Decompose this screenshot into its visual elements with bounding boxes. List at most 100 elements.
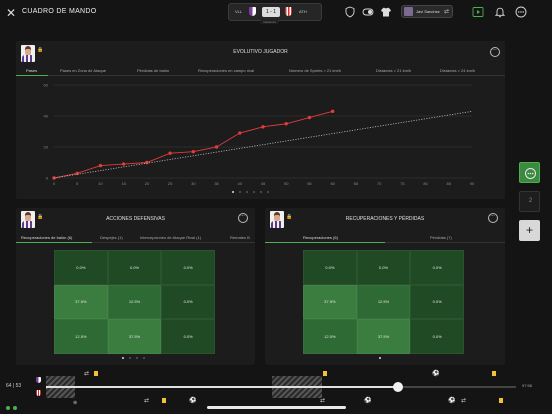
x-tick-label: 10 [98, 181, 103, 186]
tab-active-indicator [16, 75, 48, 76]
player-avatar [270, 211, 284, 228]
shirt-icon[interactable] [380, 6, 392, 18]
pager-dot[interactable] [232, 191, 234, 193]
switch-icon: ⇄ [444, 9, 450, 15]
tab-recuperaciones-rival[interactable]: Recuperaciones en campo rival [198, 68, 255, 73]
timeline-scrubber[interactable] [393, 382, 403, 392]
tab-perdidas[interactable]: Pérdidas (7) [430, 235, 452, 240]
more-options-icon [525, 168, 536, 179]
yellow-card-icon [162, 398, 166, 403]
tab-perdidas[interactable]: Pérdidas de balón [137, 68, 170, 73]
rail-active-button[interactable] [519, 162, 540, 183]
yellow-card-icon [323, 371, 327, 376]
tab-sprints[interactable]: Número de Sprints > 21 km/h [289, 68, 342, 73]
data-point [238, 131, 242, 135]
toggle-icon[interactable] [362, 6, 374, 18]
y-tick-label: 60 [44, 83, 49, 88]
tab-pases-zona-ataque[interactable]: Pases en Zona de Ataque [60, 68, 107, 73]
data-point [168, 151, 172, 155]
x-tick-label: 25 [168, 181, 173, 186]
more-options-icon[interactable] [238, 213, 248, 223]
play-video-icon[interactable] [472, 6, 484, 18]
pager-dot[interactable] [143, 357, 145, 359]
x-tick-label: 60 [330, 181, 335, 186]
heatmap-cell: 37.5% [54, 284, 108, 320]
pager-dot[interactable] [379, 357, 381, 359]
pager-dot[interactable] [136, 357, 138, 359]
data-point [261, 125, 265, 129]
shield-icon[interactable] [344, 6, 356, 18]
x-tick-label: 20 [145, 181, 150, 186]
more-options-icon[interactable] [490, 47, 500, 57]
acciones-title: ACCIONES DEFENSIVAS [106, 216, 165, 222]
heatmap-cell: 0.0% [161, 319, 215, 354]
recuperaciones-tabs: Recuperaciones (6) Pérdidas (7) [265, 235, 505, 244]
x-tick-label: 80 [423, 181, 428, 186]
x-tick-label: 85 [447, 181, 452, 186]
rail-add-button[interactable]: + [519, 220, 540, 241]
heatmap-cell: 0.0% [303, 250, 357, 285]
timeline-current-time: 64 | 53 [6, 383, 22, 389]
more-options-icon[interactable] [488, 213, 498, 223]
recuperaciones-title: RECUPERACIONES Y PÉRDIDAS [345, 216, 425, 222]
tab-intercepciones[interactable]: Intercepciones de Ataque Rival (1) [140, 235, 202, 240]
heatmap-cell: 0.0% [410, 319, 464, 354]
evolutivo-tabs: Pases Pases en Zona de Ataque Pérdidas d… [16, 68, 505, 77]
lock-icon: 🔒 [37, 47, 44, 53]
match-timeline: 64 | 53 97:58 ⇄ ⇄ ⇄ ⇄ ⚽ ⚽ ⚽ ⚽ ⊕ [0, 368, 552, 414]
data-point [191, 149, 196, 154]
ball-icon: ⚽ [189, 398, 197, 404]
tab-distancia-21[interactable]: Distancia > 21 km/h [376, 68, 412, 73]
x-tick-label: 15 [121, 181, 126, 186]
data-point [307, 115, 312, 120]
series-line [53, 110, 333, 179]
more-options-icon[interactable] [515, 6, 527, 18]
user-selector[interactable]: Javi Sanchez ⇄ [401, 5, 453, 18]
y-tick-label: 0 [46, 176, 49, 181]
x-tick-label: 90 [470, 181, 475, 186]
x-tick-label: 30 [191, 181, 196, 186]
pager-dot[interactable] [122, 357, 124, 359]
pager-dot[interactable] [129, 357, 131, 359]
pager-dot[interactable] [267, 191, 269, 193]
heatmap-grid: 0.0% 0.0% 0.0% 37.5% 12.5% 0.0% 12.5% 37… [54, 250, 215, 354]
tabs-divider [16, 242, 255, 243]
home-indicator [207, 406, 346, 409]
plus-icon: + [525, 223, 533, 237]
tab-remates[interactable]: Remates B [230, 235, 250, 240]
trend-line [53, 110, 473, 179]
x-tick-label: 40 [238, 181, 243, 186]
recuperaciones-perdidas-card: 🔒 RECUPERACIONES Y PÉRDIDAS Recuperacion… [265, 208, 505, 365]
heatmap-cell: 0.0% [410, 250, 464, 285]
pager-dot[interactable] [253, 191, 255, 193]
heatmap-cell: 12.5% [303, 319, 357, 354]
pager-dot[interactable] [239, 191, 241, 193]
away-team-label: ATH [299, 9, 307, 14]
pager-dot[interactable] [260, 191, 262, 193]
yellow-card-icon [94, 371, 98, 376]
tab-pases[interactable]: Pases [26, 68, 38, 73]
timeline-progress [46, 386, 398, 388]
acciones-defensivas-card: 🔒 ACCIONES DEFENSIVAS Recuperaciones de … [16, 208, 255, 365]
tab-distancia-24[interactable]: Distancia > 24 km/h [440, 68, 476, 73]
heatmap-cell: 0.0% [356, 250, 411, 285]
ball-icon: ⚽ [448, 398, 456, 404]
x-tick-label: 65 [354, 181, 359, 186]
y-tick-label: 40 [44, 114, 49, 119]
close-icon[interactable]: ✕ [6, 6, 17, 20]
heatmap-cell: 12.5% [107, 284, 162, 320]
rail-page-button[interactable]: 2 [519, 191, 540, 212]
away-crest-icon [285, 7, 292, 16]
x-tick-label: 0 [53, 181, 56, 186]
tab-recuperaciones-balon[interactable]: Recuperaciones de balón (6) [21, 235, 73, 240]
evolutivo-title: EVOLUTIVO JUGADOR [233, 49, 288, 55]
timeline-track[interactable] [398, 386, 516, 388]
heatmap-cell: 0.0% [107, 250, 162, 285]
data-point [330, 109, 335, 114]
heatmap-cell: 12.5% [356, 284, 411, 320]
tab-despejes[interactable]: Despejes (1) [100, 235, 123, 240]
tab-recuperaciones[interactable]: Recuperaciones (6) [303, 235, 338, 240]
pager-dot[interactable] [246, 191, 248, 193]
heatmap-cell: 0.0% [54, 250, 108, 285]
bell-icon[interactable] [494, 6, 506, 18]
